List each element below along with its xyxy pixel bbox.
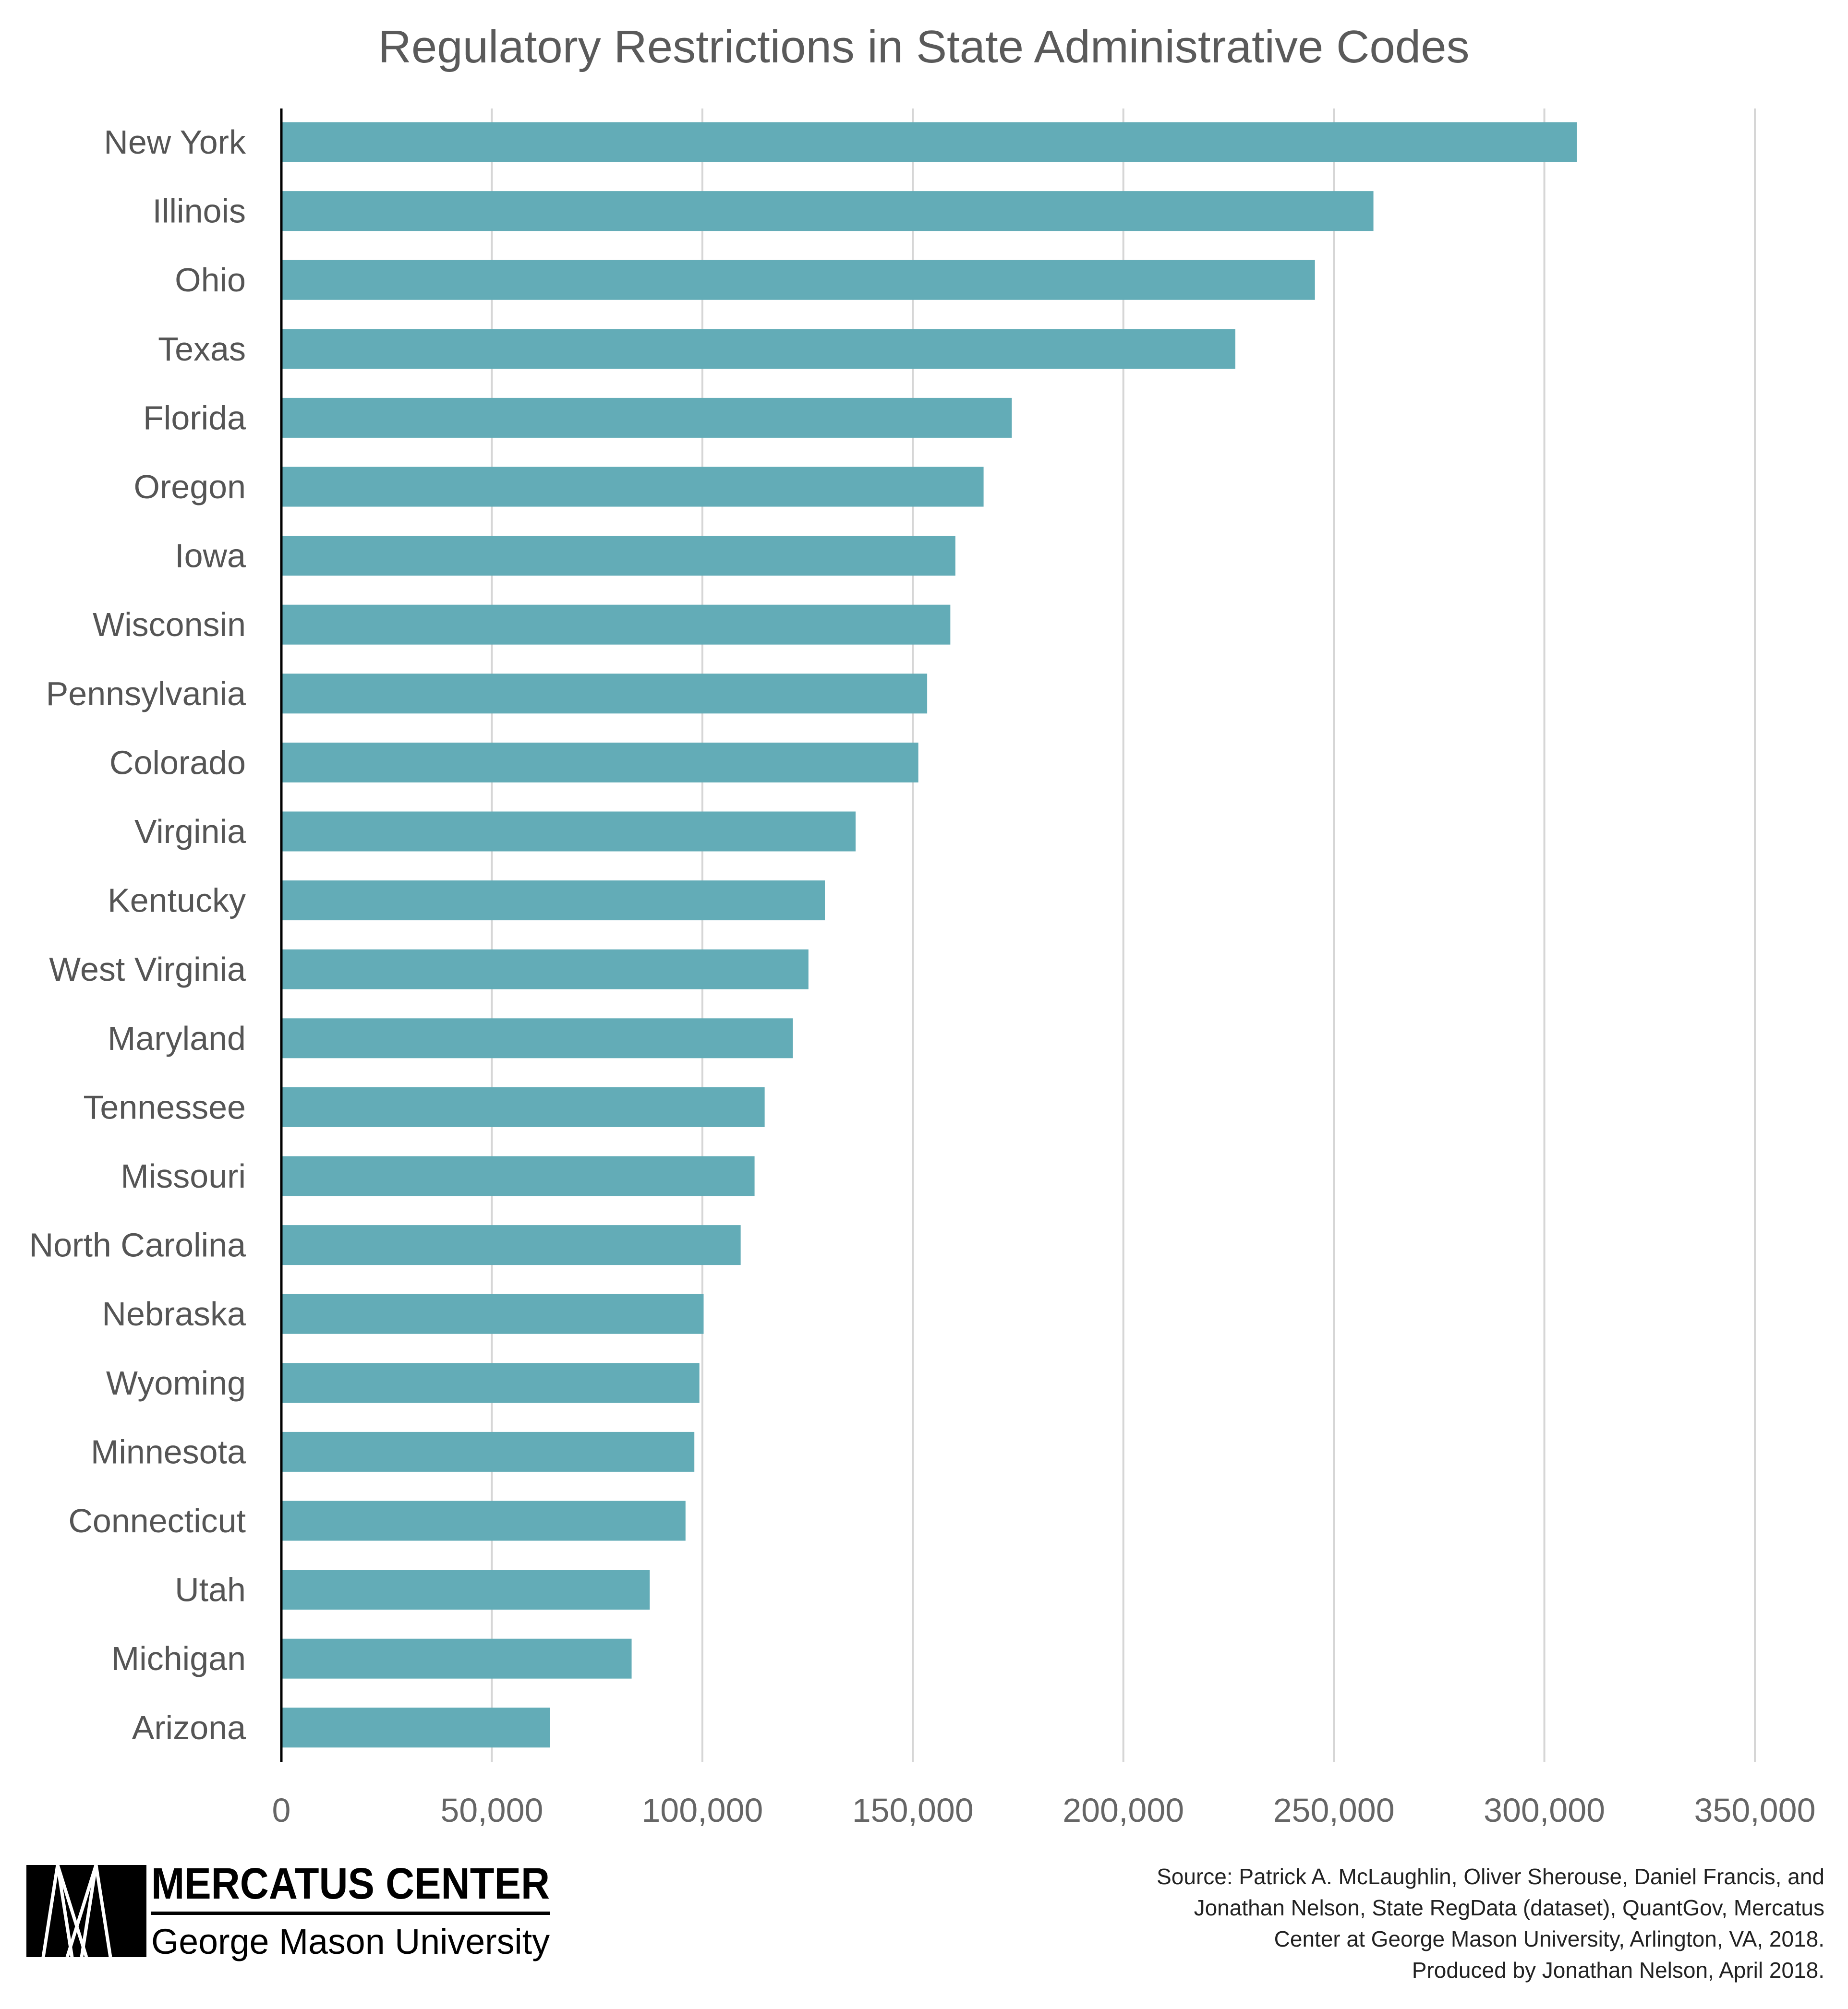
x-tick-label: 100,000 [641,1792,763,1829]
bar [281,536,955,576]
category-label: Maryland [108,1020,246,1057]
bar [281,467,984,507]
category-label: Virginia [134,813,246,850]
category-label: Iowa [175,537,246,575]
category-label: Wyoming [106,1364,246,1402]
category-label: Missouri [121,1157,246,1195]
bar [281,674,928,714]
bar [281,604,951,645]
category-label: Tennessee [83,1088,246,1126]
category-label: Connecticut [68,1502,246,1540]
category-label: Arizona [132,1709,246,1746]
bar [281,1018,793,1059]
category-label: Illinois [152,192,246,230]
x-tick-label: 350,000 [1694,1792,1815,1829]
svg-text:George Mason University: George Mason University [151,1922,550,1961]
bar [281,397,1012,438]
bar [281,1638,632,1679]
bar [281,1294,704,1334]
category-label: Nebraska [102,1295,246,1333]
bar [281,260,1315,300]
bar [281,1708,550,1748]
category-label: Michigan [111,1640,246,1677]
chart-title: Regulatory Restrictions in State Adminis… [378,21,1469,72]
svg-text:Source: Patrick A. McLaughlin,: Source: Patrick A. McLaughlin, Oliver Sh… [1157,1864,1824,1889]
source-note: Source: Patrick A. McLaughlin, Oliver Sh… [1157,1864,1824,1983]
category-label: New York [104,123,246,161]
x-tick-label: 0 [272,1792,291,1829]
bar [281,1570,650,1610]
bar [281,1501,686,1541]
category-label: Oregon [134,468,246,505]
category-label: Ohio [175,261,246,299]
bar [281,811,856,852]
category-label: Colorado [109,744,246,781]
category-label: Utah [175,1571,246,1609]
svg-text:Produced by Jonathan Nelson, A: Produced by Jonathan Nelson, April 2018. [1412,1958,1824,1983]
x-tick-label: 300,000 [1484,1792,1605,1829]
bar [281,742,918,782]
svg-text:Center at George Mason Univers: Center at George Mason University, Arlin… [1274,1926,1824,1951]
category-label: Minnesota [91,1433,246,1470]
bar [281,1225,741,1265]
bar [281,949,809,989]
bar [281,1156,755,1196]
category-label: West Virginia [49,950,246,988]
category-label: Pennsylvania [46,675,246,712]
category-label: Texas [158,330,246,368]
bar [281,122,1577,162]
svg-text:Jonathan Nelson, State RegData: Jonathan Nelson, State RegData (dataset)… [1194,1895,1824,1920]
category-label: Florida [143,399,246,436]
x-tick-label: 150,000 [852,1792,974,1829]
bar [281,191,1374,231]
x-tick-label: 250,000 [1273,1792,1395,1829]
category-label: North Carolina [29,1227,246,1264]
bar [281,1363,700,1403]
bar [281,329,1235,369]
category-label: Wisconsin [93,606,246,643]
category-label: Kentucky [108,882,246,919]
bar [281,880,825,921]
x-tick-label: 200,000 [1063,1792,1184,1829]
mercatus-logo: MERCATUS CENTER George Mason University [26,1859,550,1961]
bar [281,1087,765,1127]
bar [281,1432,695,1472]
x-tick-label: 50,000 [440,1792,543,1829]
svg-text:MERCATUS CENTER: MERCATUS CENTER [151,1859,550,1908]
